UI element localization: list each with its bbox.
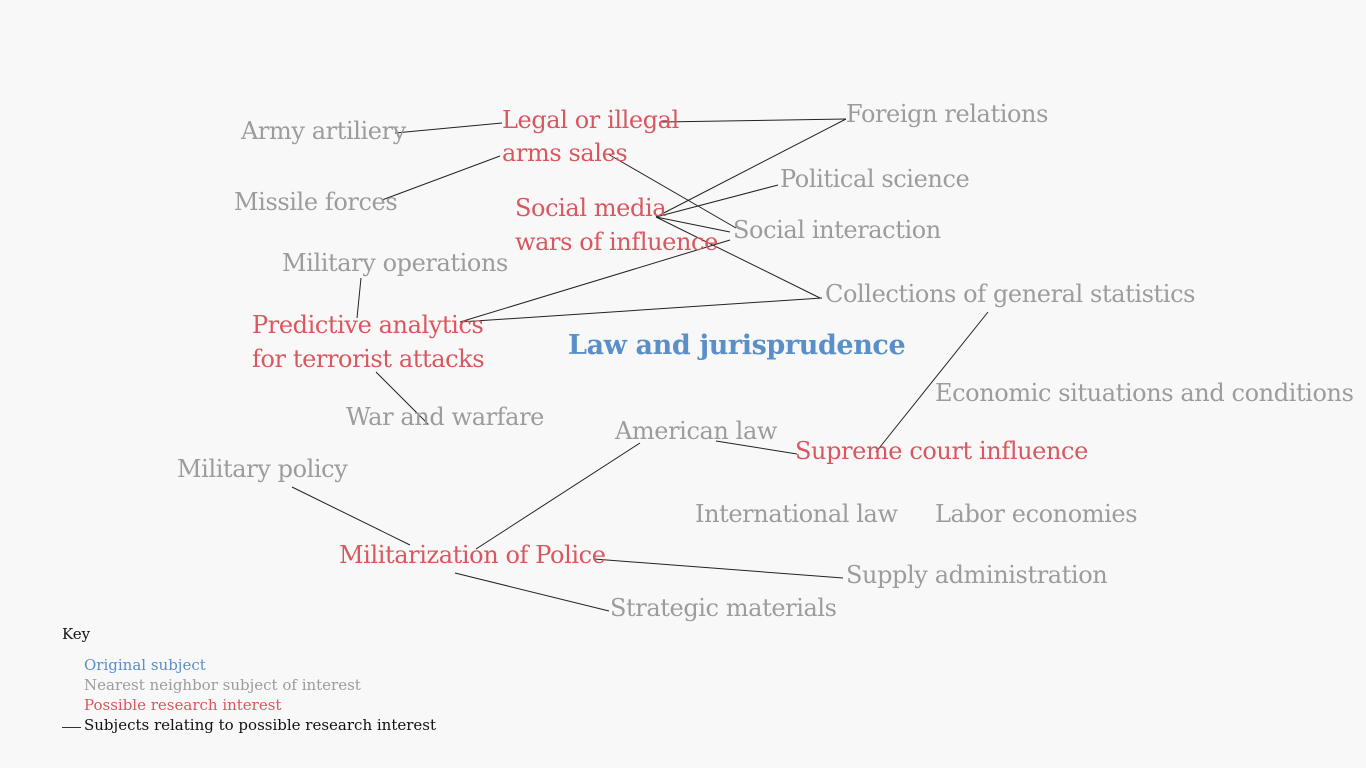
edge (459, 297, 823, 323)
node-strategic-materials: Strategic materials (610, 594, 837, 622)
node-american-law: American law (615, 417, 778, 445)
edge (607, 153, 737, 229)
edge (660, 118, 847, 123)
node-social-media-line1: Social media (515, 194, 667, 222)
node-supply-administration: Supply administration (846, 561, 1108, 589)
edge (291, 486, 411, 546)
edge (593, 558, 844, 579)
node-predictive-analytics-line2: for terrorist attacks (252, 345, 485, 373)
node-military-operations: Military operations (282, 249, 508, 277)
edge (459, 239, 731, 323)
edge (655, 184, 779, 218)
node-economic-situations: Economic situations and conditions (935, 379, 1354, 407)
node-supreme-court: Supreme court influence (795, 437, 1088, 465)
edge (475, 442, 641, 550)
node-labor-economies: Labor economies (935, 500, 1138, 528)
key-neighbor-subject: Nearest neighbor subject of interest (84, 676, 361, 694)
original-subject-title: Law and jurisprudence (568, 330, 906, 361)
node-army-artillery: Army artiliery (241, 117, 406, 145)
node-militarization-police: Militarization of Police (339, 541, 606, 569)
node-political-science: Political science (780, 165, 970, 193)
node-legal-arms-line1: Legal or illegal (502, 106, 679, 134)
edge (655, 118, 847, 218)
node-foreign-relations: Foreign relations (846, 100, 1048, 128)
edge (715, 440, 798, 455)
edge (381, 155, 501, 201)
node-social-media-line2: wars of influence (515, 228, 718, 256)
key-possible-interest: Possible research interest (84, 696, 282, 714)
node-legal-arms-line2: arms sales (502, 139, 628, 167)
node-social-interaction: Social interaction (733, 216, 941, 244)
key-title: Key (62, 625, 91, 643)
node-predictive-analytics-line1: Predictive analytics (252, 311, 484, 339)
edge (454, 572, 610, 612)
node-international-law: International law (695, 500, 898, 528)
node-war-warfare: War and warfare (346, 403, 544, 431)
key-relating-subjects: Subjects relating to possible research i… (84, 716, 437, 734)
node-collections-statistics: Collections of general statistics (825, 280, 1196, 308)
edge (655, 216, 731, 233)
node-missile-forces: Missile forces (234, 188, 398, 216)
edge (655, 216, 821, 299)
key-line-sample (62, 727, 81, 728)
edge (356, 277, 362, 319)
key-original-subject: Original subject (84, 656, 206, 674)
edge (375, 371, 429, 425)
node-military-policy: Military policy (177, 455, 348, 483)
edge (875, 311, 989, 453)
edge (394, 122, 503, 134)
